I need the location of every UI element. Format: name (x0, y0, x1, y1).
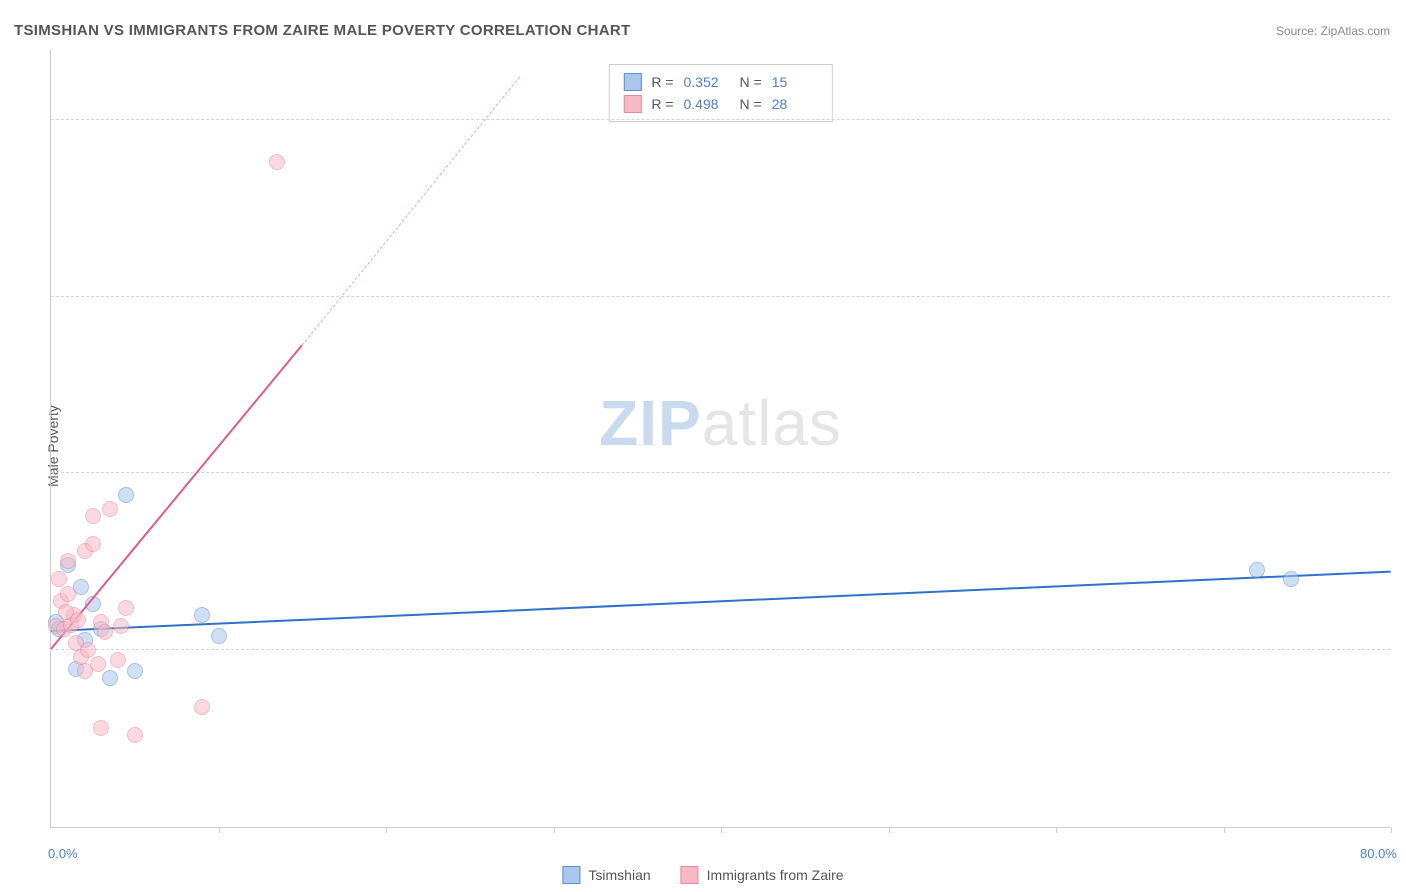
data-point (211, 628, 227, 644)
gridline-h (51, 296, 1390, 297)
n-value-1: 15 (772, 74, 818, 90)
legend-label-2: Immigrants from Zaire (707, 867, 844, 883)
legend-item-1: Tsimshian (562, 866, 650, 884)
data-point (97, 624, 113, 640)
chart-title: TSIMSHIAN VS IMMIGRANTS FROM ZAIRE MALE … (14, 22, 630, 39)
data-point (102, 670, 118, 686)
n-label: N = (740, 96, 762, 112)
stats-row-1: R = 0.352 N = 15 (623, 71, 817, 93)
stats-row-2: R = 0.498 N = 28 (623, 93, 817, 115)
x-tick (1224, 827, 1225, 833)
r-value-2: 0.498 (684, 96, 730, 112)
n-value-2: 28 (772, 96, 818, 112)
x-tick (721, 827, 722, 833)
data-point (194, 607, 210, 623)
data-point (127, 727, 143, 743)
data-point (85, 508, 101, 524)
swatch-legend-1 (562, 866, 580, 884)
x-tick (1391, 827, 1392, 833)
stats-box: R = 0.352 N = 15 R = 0.498 N = 28 (608, 64, 832, 122)
data-point (118, 600, 134, 616)
gridline-h (51, 119, 1390, 120)
data-point (269, 154, 285, 170)
data-point (127, 663, 143, 679)
watermark: ZIPatlas (599, 386, 842, 460)
data-point (110, 652, 126, 668)
chart-container: TSIMSHIAN VS IMMIGRANTS FROM ZAIRE MALE … (0, 0, 1406, 892)
gridline-h (51, 472, 1390, 473)
data-point (1283, 571, 1299, 587)
watermark-atlas: atlas (702, 387, 842, 459)
x-tick (386, 827, 387, 833)
source-label: Source: ZipAtlas.com (1276, 24, 1390, 38)
x-min-label: 0.0% (48, 846, 78, 861)
swatch-series-2 (623, 95, 641, 113)
gridline-h (51, 649, 1390, 650)
trend-line (50, 344, 303, 649)
data-point (194, 699, 210, 715)
x-tick (889, 827, 890, 833)
data-point (60, 586, 76, 602)
legend-label-1: Tsimshian (588, 867, 650, 883)
swatch-series-1 (623, 73, 641, 91)
trend-line (302, 76, 521, 345)
data-point (102, 501, 118, 517)
x-tick (554, 827, 555, 833)
watermark-zip: ZIP (599, 387, 702, 459)
x-tick (1056, 827, 1057, 833)
data-point (80, 642, 96, 658)
n-label: N = (740, 74, 762, 90)
trend-line (51, 570, 1391, 631)
x-tick (219, 827, 220, 833)
r-value-1: 0.352 (684, 74, 730, 90)
swatch-legend-2 (681, 866, 699, 884)
data-point (77, 663, 93, 679)
data-point (1249, 562, 1265, 578)
legend-item-2: Immigrants from Zaire (681, 866, 844, 884)
r-label: R = (651, 96, 673, 112)
plot-area: ZIPatlas R = 0.352 N = 15 R = 0.498 N = … (50, 50, 1390, 828)
r-label: R = (651, 74, 673, 90)
data-point (85, 536, 101, 552)
data-point (70, 612, 86, 628)
data-point (118, 487, 134, 503)
legend: Tsimshian Immigrants from Zaire (562, 866, 843, 884)
data-point (93, 720, 109, 736)
data-point (60, 553, 76, 569)
data-point (113, 618, 129, 634)
x-max-label: 80.0% (1360, 846, 1397, 861)
